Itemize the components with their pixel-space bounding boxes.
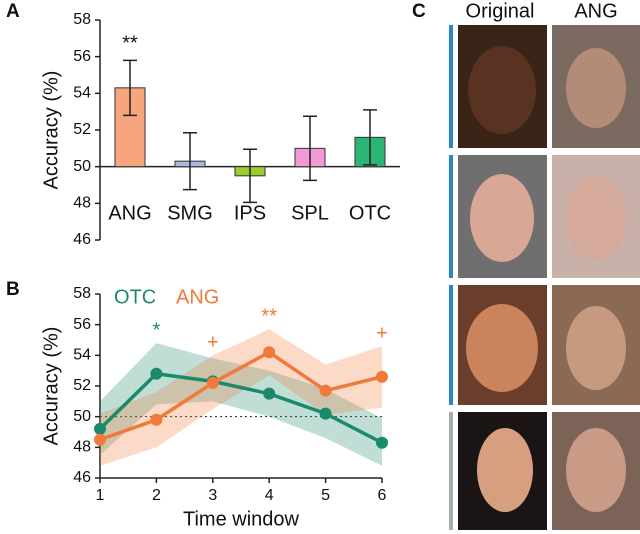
y-axis-label: Accuracy (%) [40,71,62,190]
x-tick-label: 4 [265,487,274,504]
point [206,376,219,389]
y-tick-label: 52 [73,121,91,138]
y-tick-label: 46 [73,231,91,248]
y-axis-label: Accuracy (%) [40,327,62,446]
y-tick-label: 50 [73,158,91,175]
point [319,384,332,397]
y-tick-label: 54 [73,85,91,102]
significance: + [207,332,219,354]
y-tick-label: 56 [73,316,91,333]
significance: + [376,322,388,344]
group-bar [449,412,453,530]
category-label: OTC [349,202,391,224]
point [94,433,106,446]
panel-label: A [6,1,20,22]
point [319,407,332,420]
point [150,413,163,426]
x-axis-label: Time window [183,508,300,530]
error-bar [243,148,257,204]
y-tick-label: 48 [73,195,91,212]
confidence-band [100,343,382,466]
group-bar [449,155,453,278]
category-label: ANG [108,202,151,224]
point [94,422,106,435]
x-tick-label: 6 [378,487,387,504]
point [376,370,388,383]
y-tick-label: 50 [73,408,91,425]
point [376,436,388,449]
column-header: ANG [574,0,617,22]
error-bar [363,109,377,166]
point [263,346,276,359]
error-bar [303,115,317,182]
line [99,350,383,442]
y-tick-label: 56 [73,48,91,65]
significance: * [153,319,161,341]
face-image [458,25,640,530]
panel-label: B [6,279,20,300]
x-tick-label: 5 [321,487,330,504]
group-bar [449,285,453,405]
line [98,371,383,445]
x-tick-label: 1 [96,487,105,504]
y-tick-label: 58 [73,285,91,302]
bar [114,87,146,168]
column-header: Original [466,0,535,22]
legend-label: OTC [114,286,156,308]
point [150,367,163,380]
significance: ** [261,306,277,328]
category-label: SMG [167,202,213,224]
y-tick-label: 46 [73,469,91,486]
category-label: IPS [234,202,266,224]
legend-label: ANG [176,286,219,308]
y-tick-label: 54 [73,347,91,364]
panel-label: C [412,1,426,22]
y-tick-label: 52 [73,377,91,394]
point [263,387,276,400]
x-tick-label: 2 [152,487,161,504]
significance: ** [122,33,138,55]
confidence-band [100,329,382,466]
category-label: SPL [291,202,329,224]
y-tick-label: 48 [73,439,91,456]
error-bar [123,59,137,117]
x-tick-label: 3 [208,487,217,504]
face-grid [449,25,640,530]
error-bar [183,132,197,191]
y-tick-label: 58 [73,11,91,28]
group-bar [449,25,453,148]
